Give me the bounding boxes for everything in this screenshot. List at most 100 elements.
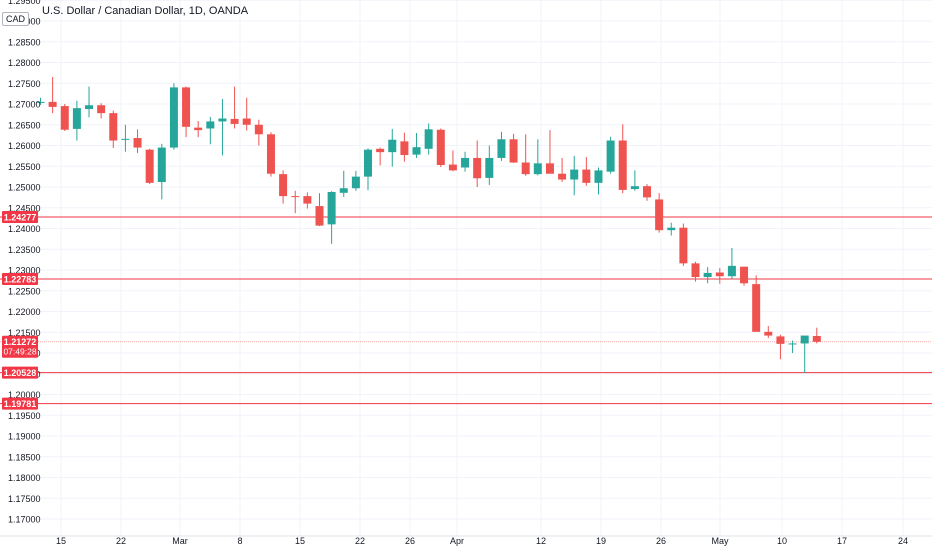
y-tick-label: 1.21500 — [8, 328, 41, 338]
candle-body — [448, 164, 457, 171]
candle-body — [72, 108, 81, 129]
candle-body — [485, 157, 494, 178]
candle-body — [339, 188, 348, 193]
candle-body — [582, 169, 591, 183]
candle-body — [206, 121, 215, 129]
level-badge — [2, 211, 38, 224]
countdown-label: 07:49:28 — [3, 347, 36, 357]
candle-body — [776, 336, 785, 344]
candle-body — [182, 87, 191, 127]
candle-body — [60, 106, 69, 130]
candle-body — [679, 227, 688, 264]
x-tick-label: 24 — [898, 536, 908, 546]
candle-body — [473, 157, 482, 179]
x-tick-label: 15 — [56, 536, 66, 546]
candle-body — [351, 176, 360, 189]
currency-badge: CAD — [2, 12, 30, 26]
price-badges: 1.24277 1.22783 1.20528 1.19781 1.2127207:49… — [2, 211, 38, 410]
candle-body — [727, 265, 736, 277]
candle-body — [521, 162, 530, 175]
y-tick-label: 1.24000 — [8, 224, 41, 234]
y-tick-label: 1.17500 — [8, 494, 41, 504]
x-tick-label: Apr — [450, 536, 464, 546]
chart-legend: U.S. Dollar / Canadian Dollar, 1D, OANDA — [42, 5, 248, 17]
candle-body — [157, 147, 166, 183]
y-tick-label: 1.23000 — [8, 266, 41, 276]
candle-body — [291, 196, 300, 198]
candle-body — [364, 149, 373, 177]
x-tick-label: 26 — [405, 536, 415, 546]
x-tick-label: 12 — [536, 536, 546, 546]
y-tick-label: 1.26000 — [8, 141, 41, 151]
y-tick-label: 1.29500 — [8, 0, 41, 6]
candle-body — [436, 129, 445, 166]
y-tick-label: 1.24500 — [8, 203, 41, 213]
candle-body — [218, 118, 227, 122]
y-tick-label: 1.19000 — [8, 432, 41, 442]
y-tick-label: 1.26500 — [8, 120, 41, 130]
candle-body — [230, 118, 239, 124]
candle-body — [121, 138, 130, 140]
y-tick-label: 1.25500 — [8, 162, 41, 172]
candle-body — [400, 141, 409, 156]
y-tick-label: 1.28500 — [8, 37, 41, 47]
candle-body — [169, 87, 178, 148]
y-tick-label: 1.19500 — [8, 411, 41, 421]
candle-body — [812, 335, 821, 342]
y-tick-label: 1.22000 — [8, 307, 41, 317]
candle-body — [194, 127, 203, 131]
candle-body — [545, 163, 554, 174]
candle-body — [424, 129, 433, 149]
candle-body — [315, 206, 324, 226]
time-axis[interactable]: 15 22 Mar 8 15 22 26 Apr 12 19 26 May 10 17 24 — [0, 535, 932, 546]
candle-body — [788, 343, 797, 345]
candle-body — [533, 163, 542, 175]
y-tick-label: 1.28000 — [8, 58, 41, 68]
x-tick-label: 10 — [777, 536, 787, 546]
y-tick-label: 1.18000 — [8, 473, 41, 483]
candle-body — [606, 140, 615, 172]
candle-body — [497, 139, 506, 158]
candle-body — [461, 157, 470, 168]
candle-body — [740, 266, 749, 284]
candle-body — [618, 140, 627, 190]
candle-body — [48, 101, 57, 107]
candle-body — [594, 170, 603, 183]
candle-body — [667, 227, 676, 231]
candle-body — [509, 139, 518, 163]
x-tick-label: May — [711, 536, 729, 546]
candle-body — [145, 149, 154, 183]
current-price-badge — [2, 335, 38, 358]
x-tick-label: 15 — [295, 536, 305, 546]
x-tick-label: 17 — [837, 536, 847, 546]
candle-body — [703, 272, 712, 278]
horizontal-levels — [0, 216, 932, 405]
candle-body — [412, 147, 421, 155]
level-badge-label: 1.20528 — [4, 368, 37, 378]
candle-body — [36, 101, 45, 103]
candle-body — [643, 186, 651, 198]
y-tick-label: 1.27000 — [8, 100, 41, 110]
y-tick-label: 1.17000 — [8, 515, 41, 525]
y-tick-label: 1.23500 — [8, 245, 41, 255]
price-axis[interactable]: 1.17000 1.17500 1.18000 1.18500 1.19000 1.195… — [8, 0, 41, 525]
x-tick-label: 26 — [656, 536, 666, 546]
candle-body — [303, 196, 312, 204]
x-tick-label: 22 — [355, 536, 365, 546]
candle-body — [242, 118, 251, 125]
candle-body — [715, 272, 724, 277]
candle-body — [133, 138, 142, 148]
level-badge-label: 1.24277 — [4, 213, 37, 223]
candle-body — [327, 191, 336, 225]
level-badge-label: 1.19781 — [4, 399, 37, 409]
candle-body — [752, 284, 761, 332]
grid-lines — [40, 0, 932, 536]
candle-body — [570, 169, 579, 180]
current-price-label: 1.21272 — [4, 337, 37, 347]
y-tick-label: 1.20000 — [8, 390, 41, 400]
candle-body — [388, 139, 397, 153]
candle-body — [691, 263, 700, 278]
candle-body — [630, 186, 639, 190]
